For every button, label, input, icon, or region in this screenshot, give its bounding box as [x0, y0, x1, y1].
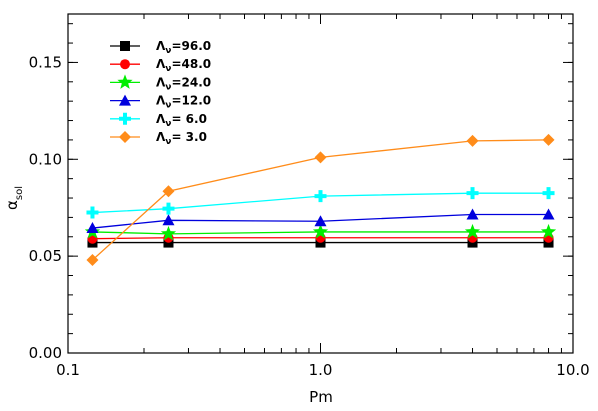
- data-point: [542, 208, 555, 220]
- series-5: [86, 187, 555, 219]
- legend-label: Λν= 6.0: [156, 112, 207, 129]
- legend-label: Λν= 3.0: [156, 130, 207, 147]
- data-point: [117, 74, 133, 89]
- x-tick-label: 0.1: [56, 361, 80, 379]
- plot-frame: [67, 13, 574, 354]
- axes: 0.00 0.05 0.10 0.15 0.1 1.0 10.0: [29, 13, 590, 379]
- data-point: [314, 151, 327, 164]
- series-4: [86, 208, 555, 234]
- legend-label: Λν=12.0: [156, 94, 211, 111]
- legend: Λν=96.0Λν=48.0Λν=24.0 Λν=12.0Λν= 6.0Λν= 3…: [110, 39, 211, 147]
- data-point: [466, 134, 479, 147]
- series-6: [86, 133, 555, 267]
- data-point: [86, 206, 99, 219]
- legend-label: Λν=24.0: [156, 75, 211, 92]
- data-point: [162, 214, 175, 226]
- y-axis-title: αsol: [3, 186, 25, 210]
- data-point: [466, 187, 479, 200]
- legend-label: Λν=48.0: [156, 57, 211, 74]
- data-point: [119, 131, 131, 143]
- legend-item-1: Λν=96.0: [110, 39, 211, 56]
- legend-item-4: Λν=12.0: [110, 94, 211, 111]
- data-point: [542, 133, 555, 146]
- legend-item-5: Λν= 6.0: [110, 112, 207, 129]
- x-tick-label: 10.0: [556, 361, 589, 379]
- data-point: [119, 112, 131, 125]
- data-point: [540, 223, 557, 239]
- legend-item-6: Λν= 3.0: [110, 130, 207, 147]
- y-tick-label: 0.00: [29, 344, 62, 362]
- data-point: [312, 223, 329, 239]
- data-point: [542, 187, 555, 200]
- data-point: [162, 185, 175, 198]
- data-point: [314, 190, 327, 203]
- data-point: [314, 215, 327, 227]
- data-point: [120, 41, 130, 51]
- data-point: [86, 222, 99, 234]
- data-point: [162, 202, 175, 215]
- data-point: [119, 94, 131, 106]
- plot-series: [84, 133, 557, 267]
- legend-item-2: Λν=48.0: [110, 57, 211, 74]
- y-axis-title-main: α: [3, 200, 21, 210]
- y-axis-title-sub: sol: [14, 186, 25, 200]
- y-tick-label: 0.15: [29, 53, 62, 71]
- data-point: [464, 223, 481, 239]
- data-point: [120, 59, 130, 70]
- data-point: [86, 254, 99, 267]
- legend-item-3: Λν=24.0: [110, 74, 211, 92]
- x-tick-label: 1.0: [309, 361, 333, 379]
- y-tick-label: 0.05: [29, 247, 62, 265]
- data-point: [160, 225, 177, 241]
- legend-label: Λν=96.0: [156, 39, 211, 56]
- x-axis-title: Pm: [309, 388, 333, 406]
- y-tick-label: 0.10: [29, 150, 62, 168]
- data-point: [466, 208, 479, 220]
